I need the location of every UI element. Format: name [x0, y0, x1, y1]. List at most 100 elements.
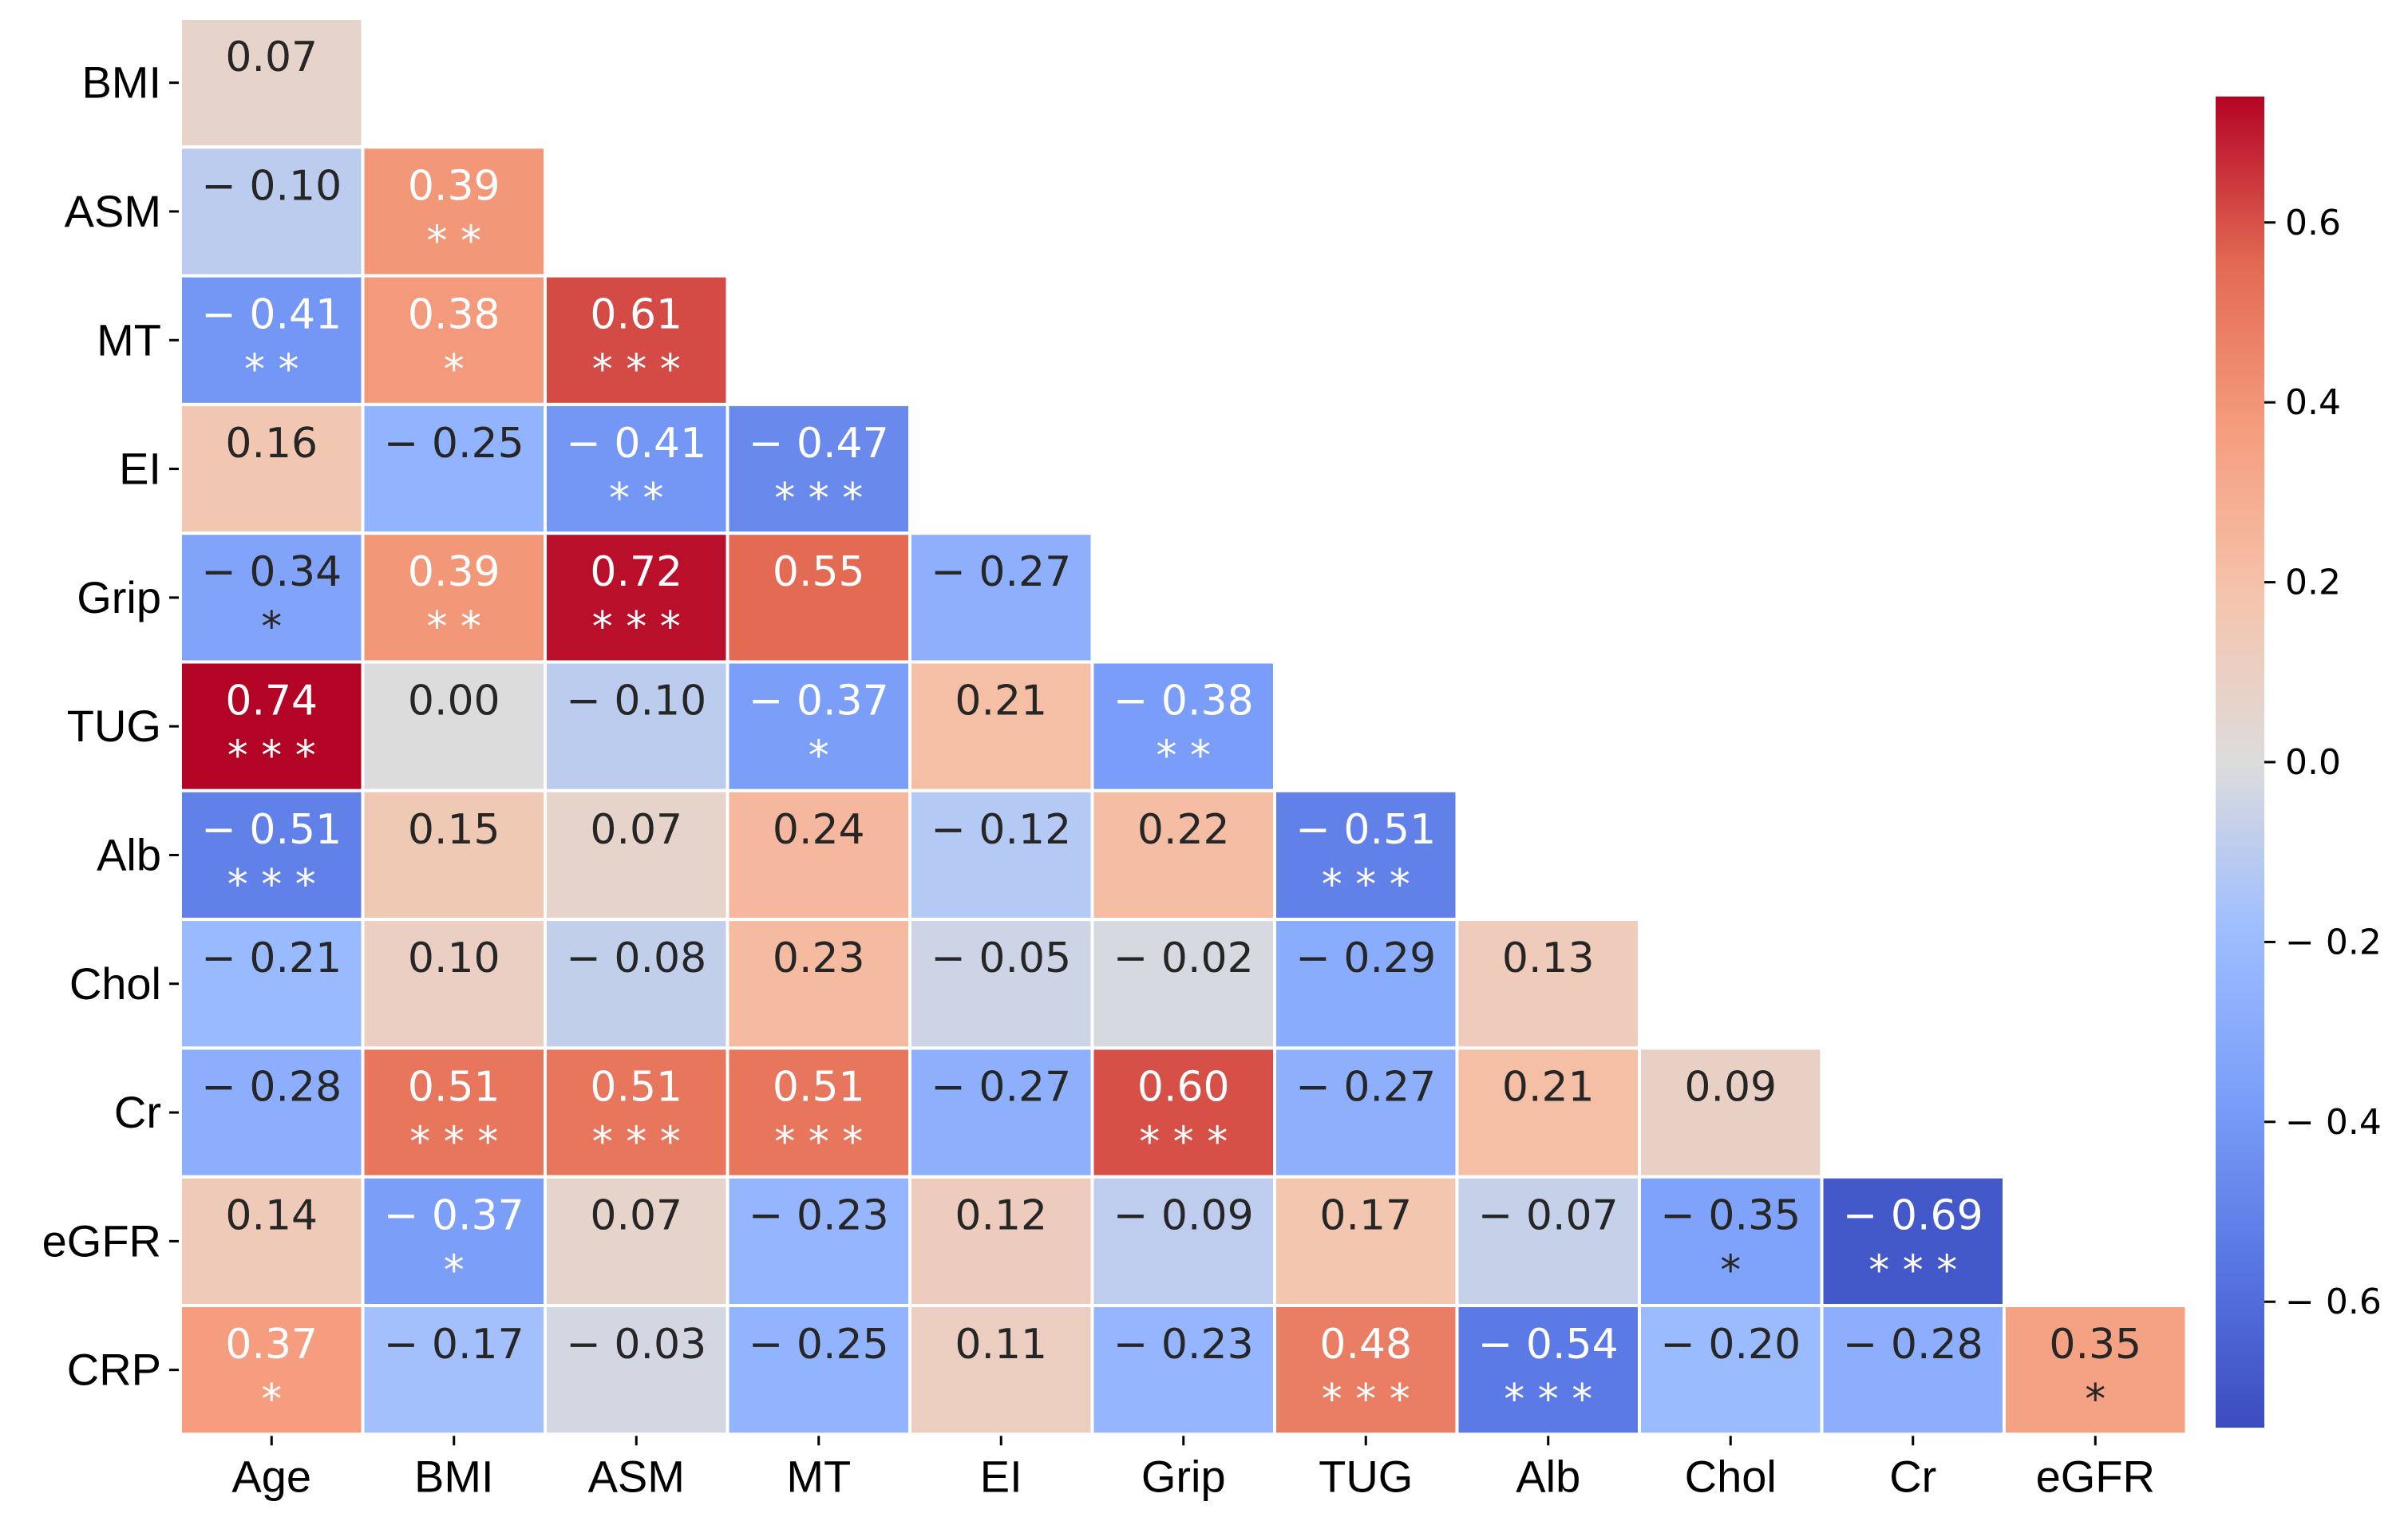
x-tick-label: EI	[980, 1451, 1022, 1501]
heatmap-cell-chol-alb	[1455, 918, 1641, 1050]
y-tick-label: Grip	[77, 572, 161, 622]
heatmap-cell-egfr-alb	[1455, 1175, 1641, 1307]
cell-value-label: 0.07	[225, 34, 318, 81]
significance-stars: *	[2085, 1376, 2106, 1424]
cell-value-label: 0.14	[225, 1192, 318, 1240]
y-tick-label: Cr	[114, 1087, 161, 1137]
x-tick-label: Age	[231, 1451, 311, 1501]
y-tick-label: MT	[97, 314, 161, 365]
cell-value-label: − 0.21	[201, 934, 342, 982]
cell-value-label: 0.12	[955, 1192, 1047, 1240]
heatmap-cell-egfr-cr	[1820, 1175, 2006, 1307]
significance-stars: * * *	[774, 1118, 863, 1166]
cell-value-label: − 0.23	[1113, 1321, 1254, 1369]
colorbar-tick-label: 0.0	[2285, 742, 2341, 783]
cell-value-label: 0.23	[773, 934, 865, 982]
cell-value-label: 0.21	[955, 678, 1047, 725]
heatmap-cell-tug-grip	[1090, 660, 1276, 792]
cell-value-label: 0.39	[408, 162, 500, 210]
cell-value-label: − 0.10	[566, 678, 706, 725]
cell-value-label: 0.16	[225, 420, 318, 468]
cell-value-label: − 0.54	[1478, 1321, 1619, 1369]
heatmap-cell-cr-age	[179, 1046, 365, 1179]
y-tick-label: EI	[119, 444, 161, 494]
cell-value-label: − 0.41	[566, 420, 706, 468]
cell-value-label: − 0.37	[384, 1192, 524, 1240]
cell-value-label: 0.07	[590, 806, 682, 854]
y-tick-label: CRP	[67, 1345, 161, 1395]
significance-stars: * *	[426, 217, 481, 265]
significance-stars: * *	[426, 603, 481, 651]
y-tick-label: BMI	[81, 57, 161, 108]
x-axis-labels: Age BMI ASM MT EI Grip TUG Alb Chol Cr eGFR	[231, 1436, 2155, 1501]
heatmap-cell-crp-bmi	[361, 1304, 547, 1436]
y-tick-label: TUG	[67, 701, 161, 751]
cell-value-label: − 0.28	[1843, 1321, 1983, 1369]
heatmap-cell-egfr-chol	[1638, 1175, 1824, 1307]
cell-value-label: − 0.51	[201, 806, 342, 854]
significance-stars: * * *	[592, 346, 681, 394]
cell-value-label: − 0.47	[749, 420, 889, 468]
significance-stars: *	[261, 603, 282, 651]
significance-stars: * * *	[592, 603, 681, 651]
heatmap-cell-cr-chol	[1638, 1046, 1824, 1179]
cell-value-label: 0.55	[773, 548, 865, 596]
significance-stars: * *	[244, 346, 299, 394]
heatmap-cell-alb-age	[179, 788, 365, 922]
cell-value-label: − 0.02	[1113, 934, 1254, 982]
cell-value-label: 0.48	[1319, 1321, 1412, 1369]
heatmap-cell-mt-asm	[544, 274, 730, 406]
y-axis-labels: BMI ASM MT EI Grip TUG Alb Chol Cr eGFR CRP	[42, 57, 179, 1395]
cell-value-label: − 0.27	[931, 548, 1071, 596]
cell-value-label: − 0.29	[1295, 934, 1436, 982]
heatmap-cells: 0.07 − 0.10 0.39 * * − 0.41 * * 0.38 * 0.61 * * *…	[179, 17, 2189, 1436]
significance-stars: * * *	[227, 861, 316, 909]
cell-value-label: 0.13	[1502, 934, 1595, 982]
heatmap-cell-cr-asm	[544, 1046, 730, 1179]
heatmap-cell-tug-mt	[726, 660, 911, 792]
significance-stars: * * *	[774, 475, 863, 523]
heatmap-cell-alb-tug	[1273, 788, 1459, 922]
heatmap-cell-grip-bmi	[361, 531, 547, 664]
cell-value-label: − 0.09	[1113, 1192, 1254, 1240]
heatmap-cell-chol-age	[179, 918, 365, 1050]
significance-stars: *	[444, 346, 465, 394]
heatmap-cell-tug-age	[179, 660, 365, 792]
heatmap-cell-cr-mt	[726, 1046, 911, 1179]
heatmap-cell-tug-ei	[908, 660, 1094, 792]
cell-value-label: − 0.23	[749, 1192, 889, 1240]
colorbar-tick-label: 0.4	[2285, 382, 2341, 423]
significance-stars: * *	[1156, 733, 1211, 780]
heatmap-cell-asm-age	[179, 145, 365, 278]
significance-stars: *	[809, 733, 829, 780]
heatmap-cell-egfr-grip	[1090, 1175, 1276, 1307]
colorbar-gradient	[2216, 97, 2264, 1428]
cell-value-label: 0.37	[225, 1321, 318, 1369]
cell-value-label: − 0.03	[566, 1321, 706, 1369]
heatmap-cell-cr-tug	[1273, 1046, 1459, 1179]
x-tick-label: TUG	[1319, 1451, 1413, 1501]
significance-stars: * *	[609, 475, 664, 523]
y-tick-label: Alb	[97, 829, 161, 879]
cell-value-label: − 0.28	[201, 1063, 342, 1111]
cell-value-label: 0.51	[408, 1063, 500, 1111]
cell-value-label: − 0.20	[1660, 1321, 1801, 1369]
cell-value-label: 0.72	[590, 548, 682, 596]
colorbar-tick-label: − 0.2	[2285, 922, 2382, 962]
x-tick-label: MT	[786, 1451, 851, 1501]
cell-value-label: 0.60	[1137, 1063, 1230, 1111]
cell-value-label: − 0.34	[201, 548, 342, 596]
cell-value-label: − 0.41	[201, 291, 342, 339]
cell-value-label: 0.38	[408, 291, 500, 339]
x-tick-label: eGFR	[2036, 1451, 2155, 1501]
x-tick-label: Alb	[1516, 1451, 1580, 1501]
cell-value-label: − 0.25	[384, 420, 524, 468]
significance-stars: * * *	[409, 1118, 498, 1166]
cell-value-label: 0.39	[408, 548, 500, 596]
heatmap-cell-tug-asm	[544, 660, 730, 792]
cell-value-label: 0.00	[408, 678, 500, 725]
cell-value-label: 0.61	[590, 291, 682, 339]
significance-stars: * * *	[1322, 1376, 1410, 1424]
heatmap-cell-chol-asm	[544, 918, 730, 1050]
heatmap-cell-asm-bmi	[361, 145, 547, 278]
